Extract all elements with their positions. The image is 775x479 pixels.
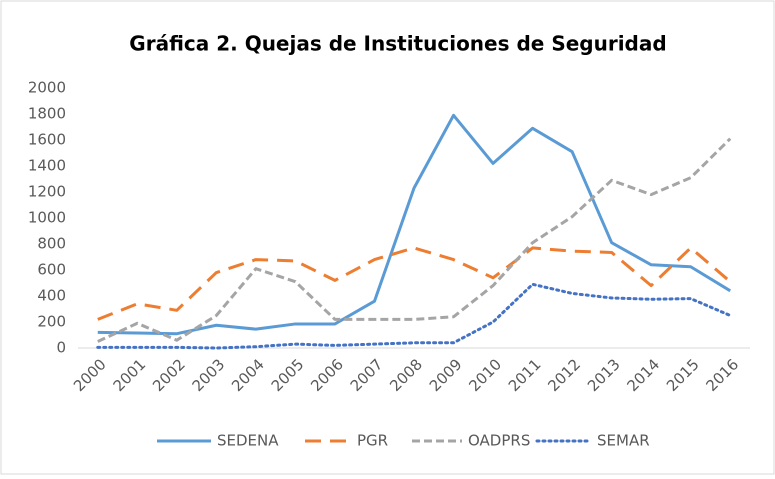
legend-label: OADPRS [468,432,530,450]
y-tick-label: 1200 [28,183,66,201]
line [97,113,732,336]
y-tick-label: 400 [37,287,66,305]
y-tick-label: 1400 [28,157,66,175]
legend-label: PGR [357,432,388,450]
y-tick-label: 1600 [28,131,66,149]
y-tick-label: 800 [37,235,66,253]
line [96,282,732,350]
y-tick-label: 200 [37,313,66,331]
y-tick-label: 600 [37,261,66,279]
y-tick-label: 1800 [28,105,66,123]
y-tick-label: 2000 [28,79,66,97]
line [97,246,732,321]
legend-label: SEDENA [217,432,279,450]
y-tick-label: 0 [56,339,66,357]
chart-title: Gráfica 2. Quejas de Instituciones de Se… [129,32,666,56]
legend-label: SEMAR [597,432,650,450]
y-tick-label: 1000 [28,209,66,227]
